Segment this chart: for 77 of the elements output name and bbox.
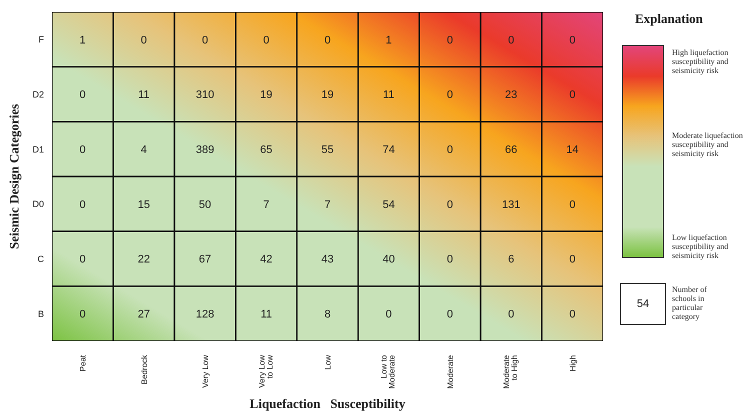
data-label: 0 [80,198,86,211]
text: Number of schools in particular category [672,285,708,321]
data-label: 0 [446,34,454,46]
data-label: 14 [566,144,579,156]
data-label: 0 [569,198,576,211]
data-label: 310 [196,89,214,102]
y-axis-title: Seismic Design Categories [6,104,22,250]
data-label: 66 [505,144,518,156]
data-label: 40 [382,254,395,266]
y-tick-label: C [38,254,44,264]
data-label: 23 [505,89,518,102]
x-tick-label: Very Low to Low [257,354,274,388]
data-label: 0 [446,308,454,320]
data-label: 0 [569,89,576,102]
x-tick-label: High [568,355,578,372]
data-label: 1 [386,34,392,46]
data-label: 42 [260,254,272,266]
data-label: 0 [386,308,392,320]
data-label: 15 [138,198,150,211]
data-label: 50 [198,198,212,211]
y-tick-label: D0 [32,199,44,210]
y-tick-label: D2 [32,89,44,100]
x-axis-title: Liquefaction Susceptibility [250,396,406,411]
x-tick-label: Low to Moderate [380,354,397,389]
data-label: 0 [446,254,454,266]
data-label: 389 [196,144,214,156]
data-label: 43 [321,254,334,266]
y-tick-label: B [38,308,44,319]
data-label: 0 [446,144,454,156]
data-label: 11 [383,89,394,102]
data-label: 7 [324,198,331,211]
data-label: 0 [446,89,454,102]
x-tick-label: Low [324,354,332,370]
data-label: 0 [446,198,454,211]
data-label: 1 [80,34,86,46]
data-label: 0 [80,308,86,320]
data-label: 67 [198,254,212,266]
data-label: 19 [260,89,272,102]
color-bar-title: Explanation [635,11,703,27]
text: 54 [620,283,666,325]
data-label: 4 [140,144,147,156]
data-label: 0 [80,144,86,156]
data-label: 0 [569,308,576,320]
data-label: 54 [382,198,395,211]
text: High liquefaction susceptibility and seismicity risk [672,48,730,75]
data-label: 22 [138,254,150,266]
x-tick-label: Bedrock [140,354,149,384]
text: Moderate liquefaction susceptibility and seismicity risk [672,131,744,158]
data-label: 0 [263,34,270,46]
y-tick-label: D1 [32,144,44,154]
x-tick-label: Moderate [446,354,455,389]
data-label: 11 [260,308,272,320]
x-tick-label: Peat [78,354,88,372]
text: Low liquefaction susceptibility and seismicity risk [672,233,730,260]
x-tick-label: Very Low [201,354,210,388]
data-label: 19 [321,89,334,102]
data-label: 7 [263,198,270,211]
data-label: 0 [324,34,331,46]
data-label: 55 [321,144,334,156]
data-label: 131 [502,198,520,211]
data-label: 128 [196,308,214,320]
data-label: 27 [138,308,150,320]
data-label: 6 [508,254,514,266]
data-label: 8 [324,308,331,320]
y-tick-label: F [38,34,44,45]
data-label: 0 [80,254,86,266]
data-label: 0 [202,34,208,46]
data-label: 0 [569,254,576,266]
data-label: 0 [508,308,514,320]
data-label: 11 [138,89,150,102]
x-tick-label: Moderate to High [502,354,520,389]
data-label: 74 [382,144,395,156]
data-label: 0 [80,89,86,102]
data-label: 0 [569,34,576,46]
data-label: 0 [140,34,147,46]
data-label: 0 [508,34,514,46]
data-label: 65 [260,144,272,156]
